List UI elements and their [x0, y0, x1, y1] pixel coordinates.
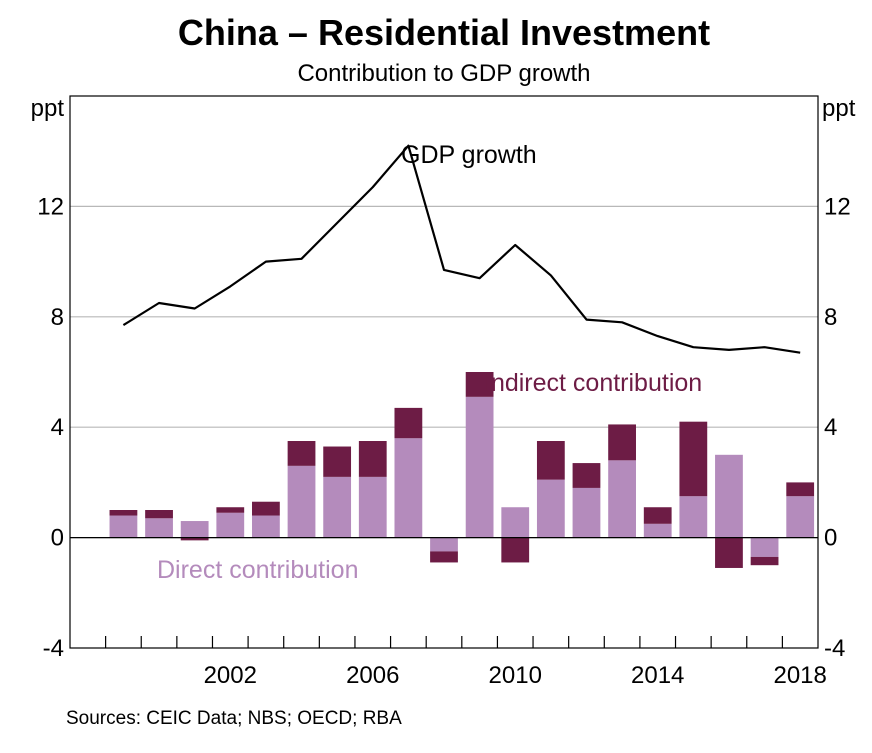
x-tick-label-2018: 2018 [773, 662, 826, 689]
gdp-line-group [122, 144, 801, 354]
bar-direct-2000 [145, 518, 173, 538]
y-tick-label-left-8: 8 [51, 304, 64, 331]
y-tick-label-right--4: -4 [824, 635, 845, 662]
y-tick-label-right-12: 12 [824, 193, 851, 220]
bar-indirect-2000 [145, 510, 173, 519]
bar-indirect-2004 [287, 441, 316, 466]
y-tick-label-left-4: 4 [51, 414, 64, 441]
bar-direct-2009 [465, 396, 494, 538]
bar-indirect-2015 [679, 421, 708, 497]
x-tick-label-2014: 2014 [631, 662, 684, 689]
bars [109, 372, 815, 568]
y-tick-label-left-12: 12 [37, 193, 64, 220]
bar-direct-2017 [750, 537, 779, 557]
unit-label-left: ppt [31, 95, 65, 122]
bar-direct-2014 [643, 523, 672, 538]
bar-indirect-2011 [536, 441, 565, 480]
bar-indirect-2009 [465, 372, 494, 397]
bar-direct-2002 [216, 512, 245, 538]
bar-indirect-2006 [358, 441, 387, 477]
source-note: Sources: CEIC Data; NBS; OECD; RBA [66, 708, 402, 729]
bar-direct-2001 [180, 521, 209, 538]
bar-direct-2010 [501, 507, 530, 538]
bar-direct-1999 [109, 515, 138, 538]
bar-direct-2011 [536, 479, 565, 538]
plot-frame [69, 95, 819, 649]
bar-indirect-2007 [394, 407, 423, 439]
unit-label-right: ppt [822, 95, 856, 122]
x-tick-label-2010: 2010 [489, 662, 542, 689]
bar-direct-2003 [252, 515, 280, 538]
bar-indirect-2013 [608, 424, 636, 461]
bar-indirect-2014 [643, 507, 672, 524]
bar-indirect-2008 [430, 551, 458, 563]
y-tick-label-right-0: 0 [824, 525, 837, 552]
bar-indirect-2018 [786, 482, 815, 497]
x-tick-label-2006: 2006 [346, 662, 399, 689]
indirect-contribution-annotation: Indirect contribution [484, 369, 702, 397]
bar-indirect-2003 [252, 501, 280, 516]
axis-labels: -4 -4 0 0 4 4 8 8 12 12 ppt ppt 2002 2006 2010 2014 2018 [31, 95, 856, 689]
bar-direct-2008 [430, 537, 458, 552]
bar-direct-2004 [287, 465, 316, 538]
annotations: GDP growth Indirect contribution Direct … [157, 141, 702, 584]
bar-direct-2012 [572, 487, 601, 538]
y-tick-label-right-8: 8 [824, 304, 837, 331]
axes [69, 95, 819, 649]
bar-direct-2006 [358, 476, 387, 538]
bar-direct-2016 [715, 454, 743, 538]
bar-indirect-2005 [323, 446, 352, 477]
bar-direct-2018 [786, 496, 815, 538]
bar-indirect-2017 [750, 556, 779, 566]
bar-direct-2015 [679, 496, 708, 538]
chart-subtitle: Contribution to GDP growth [297, 60, 591, 87]
x-tick-label-2002: 2002 [204, 662, 257, 689]
bar-indirect-1999 [109, 510, 138, 516]
gdp-growth-annotation: GDP growth [401, 141, 537, 169]
direct-contribution-annotation: Direct contribution [157, 556, 358, 584]
bar-direct-2007 [394, 438, 423, 538]
bar-indirect-2001 [180, 537, 209, 541]
bar-indirect-2016 [715, 537, 743, 568]
bar-indirect-2002 [216, 507, 245, 513]
bar-indirect-2012 [572, 463, 601, 488]
bar-indirect-2010 [501, 537, 530, 563]
y-tick-label-right-4: 4 [824, 414, 837, 441]
bar-direct-2013 [608, 460, 636, 538]
y-tick-label-left-0: 0 [51, 525, 64, 552]
y-tick-label-left--4: -4 [43, 635, 64, 662]
chart-title: China – Residential Investment [177, 12, 711, 53]
bar-direct-2005 [323, 476, 352, 538]
gdp-growth-line [122, 144, 801, 354]
